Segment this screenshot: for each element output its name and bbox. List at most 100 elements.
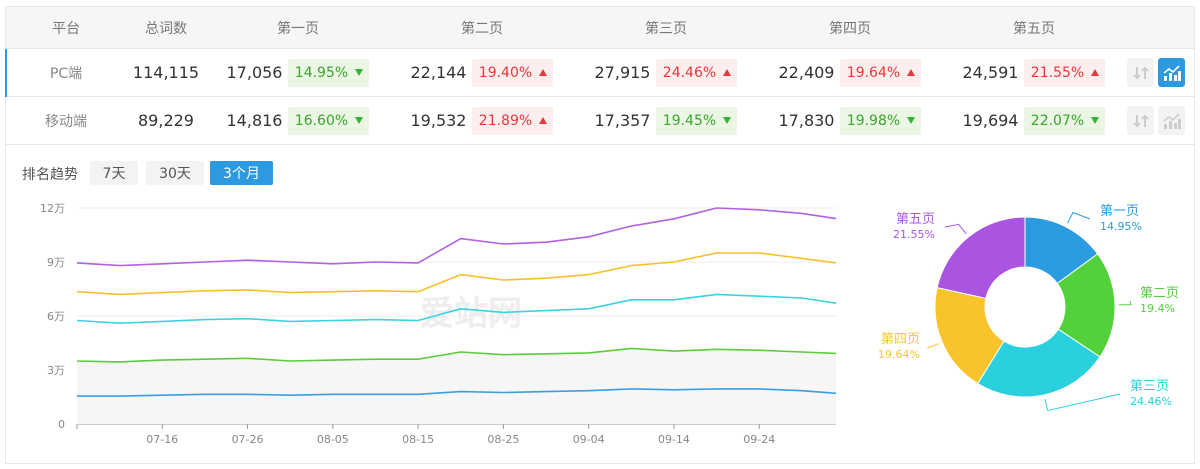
x-tick-label: 08-15 bbox=[402, 433, 434, 446]
percent-badge: 24.46% bbox=[656, 58, 738, 87]
chart-icon bbox=[1163, 112, 1181, 129]
percent-badge: 14.95% bbox=[288, 58, 370, 87]
percent-value: 24.46% bbox=[662, 64, 717, 81]
slice-label: 第三页 bbox=[1130, 379, 1169, 394]
y-tick-label: 0 bbox=[58, 418, 65, 431]
chart-icon bbox=[1163, 64, 1181, 81]
percent-value: 19.45% bbox=[662, 112, 717, 129]
header-total: 总词数 bbox=[145, 20, 187, 37]
x-tick-label: 09-14 bbox=[658, 433, 690, 446]
percent-badge: 21.55% bbox=[1024, 58, 1106, 87]
x-tick-label: 07-26 bbox=[232, 433, 264, 446]
arrow-down-icon bbox=[355, 117, 364, 124]
total-count: 114,115 bbox=[132, 63, 200, 82]
series-line-5 bbox=[76, 207, 837, 267]
table-row: PC端 114,115 17,056 14.95% 22,144 19.40% 2… bbox=[5, 49, 1194, 97]
page-count: 17,056 bbox=[226, 63, 283, 82]
leader-line bbox=[927, 343, 939, 349]
slice-percent: 14.95% bbox=[1100, 220, 1142, 233]
leader-line bbox=[1044, 393, 1121, 412]
pie-slice-4 bbox=[934, 287, 1005, 385]
slice-percent: 24.46% bbox=[1130, 395, 1172, 408]
arrow-down-icon bbox=[907, 117, 916, 124]
x-tick-label: 08-25 bbox=[487, 433, 519, 446]
range-3m-button[interactable]: 3个月 bbox=[210, 161, 273, 185]
slice-label: 第二页 bbox=[1140, 286, 1179, 301]
header-platform: 平台 bbox=[52, 20, 80, 37]
arrow-up-icon bbox=[1091, 69, 1100, 76]
header-page5: 第五页 bbox=[1013, 20, 1055, 37]
page-count: 17,357 bbox=[594, 111, 651, 130]
percent-badge: 19.40% bbox=[472, 58, 554, 87]
page-count: 27,915 bbox=[594, 63, 651, 82]
arrow-down-icon bbox=[355, 69, 364, 76]
page-cell: 22,144 19.40% bbox=[390, 49, 574, 96]
page-cell: 27,915 24.46% bbox=[574, 49, 758, 96]
page-cell: 19,532 21.89% bbox=[390, 97, 574, 144]
chart-button[interactable] bbox=[1158, 58, 1185, 87]
platform-name: PC端 bbox=[49, 65, 83, 82]
page-count: 14,816 bbox=[226, 111, 283, 130]
percent-badge: 22.07% bbox=[1024, 106, 1106, 135]
percent-value: 21.89% bbox=[478, 112, 533, 129]
pie-slice-5 bbox=[936, 216, 1026, 299]
trend-label: 排名趋势 bbox=[22, 167, 78, 183]
platform-name: 移动端 bbox=[45, 113, 87, 130]
arrow-down-icon bbox=[723, 117, 732, 124]
pie-slice-3 bbox=[976, 328, 1101, 398]
slice-percent: 19.4% bbox=[1140, 302, 1175, 315]
table-row: 移动端 89,229 14,816 16.60% 19,532 21.89% 17… bbox=[6, 97, 1194, 145]
y-tick-label: 12万 bbox=[40, 202, 65, 215]
total-count: 89,229 bbox=[138, 111, 194, 130]
percent-value: 19.98% bbox=[846, 112, 901, 129]
page-cell: 19,694 22.07% bbox=[942, 97, 1126, 144]
sort-icon bbox=[1132, 114, 1149, 127]
arrow-up-icon bbox=[907, 69, 916, 76]
page-count: 22,144 bbox=[410, 63, 467, 82]
percent-badge: 21.89% bbox=[472, 106, 554, 135]
percent-value: 19.64% bbox=[846, 64, 901, 81]
arrow-up-icon bbox=[539, 69, 548, 76]
page-cell: 22,409 19.64% bbox=[758, 49, 942, 96]
range-30d-button[interactable]: 30天 bbox=[146, 161, 204, 185]
page-count: 22,409 bbox=[778, 63, 835, 82]
header-page1: 第一页 bbox=[277, 20, 319, 37]
slice-percent: 21.55% bbox=[893, 228, 935, 241]
slice-label: 第一页 bbox=[1100, 204, 1139, 219]
series-line-2 bbox=[76, 347, 837, 363]
x-tick-label: 09-04 bbox=[573, 433, 605, 446]
percent-value: 19.40% bbox=[478, 64, 533, 81]
sort-button[interactable] bbox=[1127, 106, 1154, 135]
y-tick-label: 3万 bbox=[47, 364, 65, 377]
watermark: 爱站网 bbox=[420, 294, 522, 334]
rank-panel: 平台 总词数 第一页 第二页 第三页 第四页 第五页 PC端 114,115 17… bbox=[5, 6, 1195, 464]
slice-percent: 19.64% bbox=[878, 348, 920, 361]
header-page3: 第三页 bbox=[645, 20, 687, 37]
x-tick-label: 07-16 bbox=[146, 433, 178, 446]
percent-value: 21.55% bbox=[1030, 64, 1085, 81]
percent-badge: 16.60% bbox=[288, 106, 370, 135]
percent-badge: 19.98% bbox=[840, 106, 922, 135]
arrow-up-icon bbox=[539, 117, 548, 124]
page-cell: 17,357 19.45% bbox=[574, 97, 758, 144]
page-cell: 14,816 16.60% bbox=[206, 97, 390, 144]
table-header: 平台 总词数 第一页 第二页 第三页 第四页 第五页 bbox=[6, 7, 1194, 49]
leader-line bbox=[944, 223, 967, 235]
percent-badge: 19.64% bbox=[840, 58, 922, 87]
sort-button[interactable] bbox=[1127, 58, 1154, 87]
percent-value: 22.07% bbox=[1030, 112, 1085, 129]
series-line-4 bbox=[76, 252, 837, 296]
range-7d-button[interactable]: 7天 bbox=[90, 161, 138, 185]
selected-row-indicator bbox=[5, 49, 7, 97]
series-line-1 bbox=[77, 388, 837, 397]
chart-button[interactable] bbox=[1158, 106, 1185, 135]
series-line-3 bbox=[76, 293, 837, 324]
page-count: 19,532 bbox=[410, 111, 467, 130]
percent-badge: 19.45% bbox=[656, 106, 738, 135]
page-cell: 24,591 21.55% bbox=[942, 49, 1126, 96]
area-fill bbox=[77, 348, 836, 424]
header-page4: 第四页 bbox=[829, 20, 871, 37]
page-count: 24,591 bbox=[962, 63, 1019, 82]
